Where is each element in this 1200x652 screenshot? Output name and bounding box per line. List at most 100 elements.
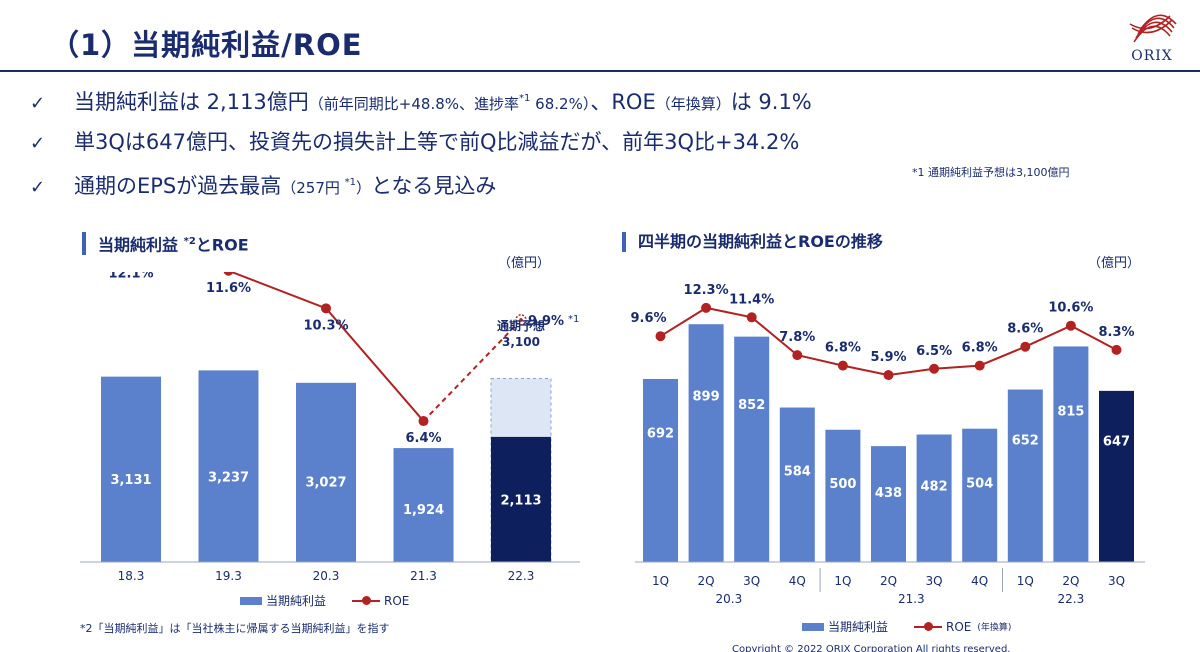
bar [825,429,861,562]
roe-marker [792,350,803,361]
roe-marker [701,302,712,313]
roe-label-note: *1 [568,314,579,325]
bar [871,446,906,562]
bar-value-label: 852 [738,398,765,413]
bar-value-label: 438 [875,486,902,501]
x-tick-label: 1Q [652,574,669,588]
bullet-1-detail2: 68.2%） [530,95,591,113]
bullet-3: ✓ 通期のEPSが過去最高（257円 *1）となる見込み [30,170,496,200]
legend-line-swatch [352,595,381,605]
bullet-3-sup: *1 [344,177,357,188]
logo-mark-icon [1129,14,1177,43]
roe-label: 11.6% [206,281,251,296]
forecast-label: 通期予想 [497,318,545,333]
x-tick-label: 20.3 [313,569,340,583]
right-chart: 692 1Q 899 2Q 852 3Q 584 4Q 500 1Q 438 2Q 482 3Q 504 4Q… [630,283,1145,606]
right-chart-unit: （億円） [1088,256,1141,271]
bar-value-label: 899 [693,389,720,404]
x-tick-label: 22.3 [508,569,535,583]
bar [198,370,259,562]
bullet-1-sup: *1 [519,93,531,104]
left-chart-unit: （億円） [498,256,551,271]
bar-value-label: 652 [1012,434,1039,449]
roe-marker [655,331,666,342]
roe-marker [1020,341,1031,352]
bar [1007,389,1043,562]
roe-marker [1065,320,1076,331]
x-tick-label: 19.3 [215,569,242,583]
bar-value-label: 3,027 [305,476,346,491]
group-label: 20.3 [716,592,743,606]
legend-bar-swatch [240,596,262,605]
x-tick-label: 4Q [971,574,988,588]
check-icon: ✓ [30,133,46,154]
roe-label: 7.8% [779,330,815,345]
bar [734,336,770,562]
left-chart-title-main: 当期純利益 [98,235,179,255]
bullet-3-main: 通期のEPSが過去最高 [74,174,282,198]
roe-label: 10.3% [303,318,348,333]
roe-label: 5.9% [870,350,906,365]
footnote-definition: *2「当期純利益」は「当社株主に帰属する当期純利益」を指す [80,622,390,635]
bar [779,407,815,562]
forecast-value-label: 3,100 [502,335,540,349]
left-chart-title-sup: *2 [183,236,196,247]
bar-value-label: 504 [966,476,993,491]
bar-value-label: 500 [829,477,856,492]
copyright: Copyright © 2022 ORIX Corporation All ri… [732,644,1011,652]
bullet-1-detail: （前年同期比+48.8%、進捗率 [308,95,520,113]
bar [1053,346,1089,562]
x-tick-label: 1Q [1017,574,1034,588]
roe-marker [321,303,331,314]
roe-marker [418,416,429,427]
group-label: 22.3 [1058,592,1085,606]
legend-note: (年換算) [977,623,1012,633]
left-chart-legend: 当期純利益 ROE [240,592,409,609]
legend-bar-label: 当期純利益 [266,594,327,608]
roe-label: 9.6% [630,311,666,326]
roe-label: 6.4% [405,431,441,446]
roe-label: 6.8% [962,341,998,356]
bullet-3-detail: （257円 [281,179,345,197]
bar-value-label: 584 [784,464,811,479]
bar [916,434,952,562]
bullet-1: ✓ 当期純利益は 2,113億円（前年同期比+48.8%、進捗率*1 68.2%）… [30,86,812,116]
x-tick-label: 2Q [1062,574,1079,588]
x-tick-label: 3Q [1108,574,1125,588]
roe-marker [223,272,234,276]
x-tick-label: 3Q [743,574,760,588]
bullet-3-detail2: ） [356,179,372,197]
x-tick-label: 2Q [880,574,897,588]
logo-text: ORIX [1131,48,1173,64]
check-icon: ✓ [30,93,46,114]
roe-forecast-line [422,319,522,422]
bullet-1-main: 当期純利益は 2,113億円 [74,90,309,114]
bar [1099,390,1134,562]
bullet-3-tail: となる見込み [371,174,497,198]
orix-logo: ORIX [1112,6,1192,68]
roe-label: 9.9% [528,314,564,329]
bullet-1-tail: 、ROE [590,90,656,114]
roe-label: 6.5% [916,344,952,359]
roe-marker [883,370,894,381]
roe-forecast-dot [519,318,523,322]
page-title: （1）当期純利益/ROE [50,28,363,62]
bar-value-label: 815 [1057,404,1084,419]
right-chart-title: 四半期の当期純利益とROEの推移 [622,232,883,252]
legend-line-swatch [914,621,943,631]
bar-value-label: 2,113 [500,493,541,508]
group-label: 21.3 [898,592,925,606]
roe-marker [974,360,985,371]
check-icon: ✓ [30,177,46,198]
bar-value-label: 3,237 [208,471,249,486]
roe-marker [1111,344,1122,355]
bullet-2-main: 単3Qは647億円、投資先の損失計上等で前Q比減益だが、前年3Q比+34.2% [74,130,800,154]
roe-marker [837,360,848,371]
bar [962,428,998,562]
roe-label: 12.1% [108,272,153,281]
roe-label: 6.8% [825,341,861,356]
x-tick-label: 4Q [789,574,806,588]
bullet-2: ✓ 単3Qは647億円、投資先の損失計上等で前Q比減益だが、前年3Q比+34.2% [30,126,799,156]
header-divider [0,70,1200,72]
roe-marker [929,363,940,374]
